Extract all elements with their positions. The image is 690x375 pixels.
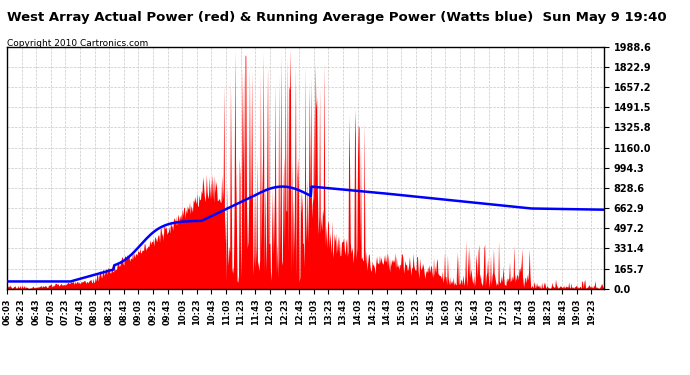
Text: West Array Actual Power (red) & Running Average Power (Watts blue)  Sun May 9 19: West Array Actual Power (red) & Running … [7, 11, 667, 24]
Text: Copyright 2010 Cartronics.com: Copyright 2010 Cartronics.com [7, 39, 148, 48]
